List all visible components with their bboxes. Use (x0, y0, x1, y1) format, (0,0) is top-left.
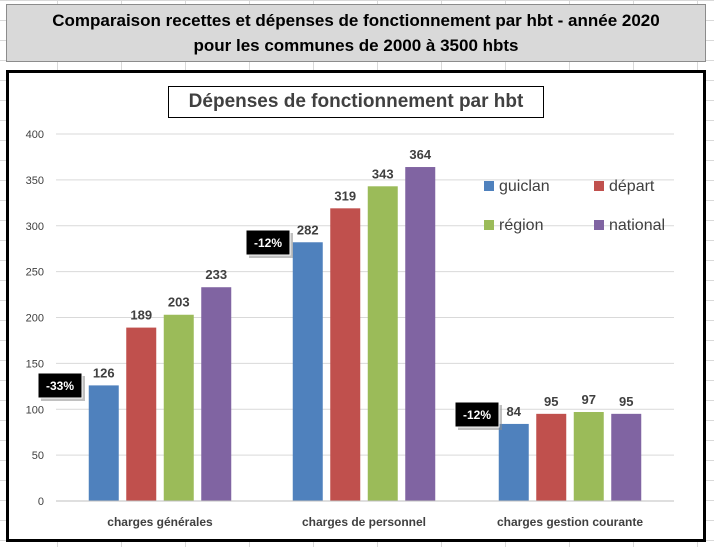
bar (88, 385, 119, 501)
bar (405, 167, 436, 501)
bar (201, 287, 232, 501)
data-label: 203 (168, 295, 190, 310)
data-label: 282 (297, 222, 319, 237)
annotation-badge (245, 229, 291, 256)
data-label: 233 (205, 267, 227, 282)
legend-label: région (499, 217, 543, 234)
data-label: 126 (93, 365, 115, 380)
bar (292, 242, 323, 501)
y-tick-label: 0 (38, 496, 44, 508)
data-label: 364 (409, 147, 431, 162)
legend-label: national (609, 217, 665, 234)
bar (367, 186, 398, 502)
legend-label: départ (609, 178, 655, 195)
legend-swatch (484, 220, 494, 230)
y-tick-label: 350 (26, 175, 44, 187)
y-tick-label: 150 (26, 358, 44, 370)
data-label: 84 (507, 404, 522, 419)
x-category-label: charges de personnel (302, 515, 426, 529)
annotation-label: -12% (463, 408, 491, 422)
data-label: 343 (372, 166, 394, 181)
x-category-label: charges gestion courante (497, 515, 643, 529)
bar (163, 314, 194, 501)
legend-label: guiclan (499, 178, 550, 195)
bar (611, 413, 642, 501)
header-title-line1: Comparaison recettes et dépenses de fonc… (52, 11, 660, 30)
bar (126, 327, 157, 501)
chart-title: Dépenses de fonctionnement par hbt (168, 86, 544, 118)
annotation-badge (454, 401, 500, 428)
legend-swatch (594, 181, 604, 191)
page-header: Comparaison recettes et dépenses de fonc… (6, 4, 706, 62)
annotation-label: -33% (46, 379, 74, 393)
data-label: 95 (544, 394, 558, 409)
data-label: 319 (334, 188, 356, 203)
annotation-label: -12% (254, 236, 282, 250)
data-label: 189 (130, 308, 152, 323)
bar (573, 412, 604, 501)
y-tick-label: 250 (26, 267, 44, 279)
bar (330, 208, 361, 501)
y-tick-label: 100 (26, 404, 44, 416)
legend-swatch (484, 181, 494, 191)
y-tick-label: 400 (26, 129, 44, 141)
data-label: 95 (619, 394, 633, 409)
annotation-badge (37, 372, 83, 399)
x-category-label: charges générales (107, 515, 213, 529)
y-tick-label: 200 (26, 313, 44, 325)
y-tick-label: 300 (26, 221, 44, 233)
data-label: 97 (582, 392, 596, 407)
bar (498, 423, 529, 501)
legend-swatch (594, 220, 604, 230)
bar (536, 413, 567, 501)
y-tick-label: 50 (32, 450, 44, 462)
header-title-line2: pour les communes de 2000 à 3500 hbts (193, 36, 519, 55)
